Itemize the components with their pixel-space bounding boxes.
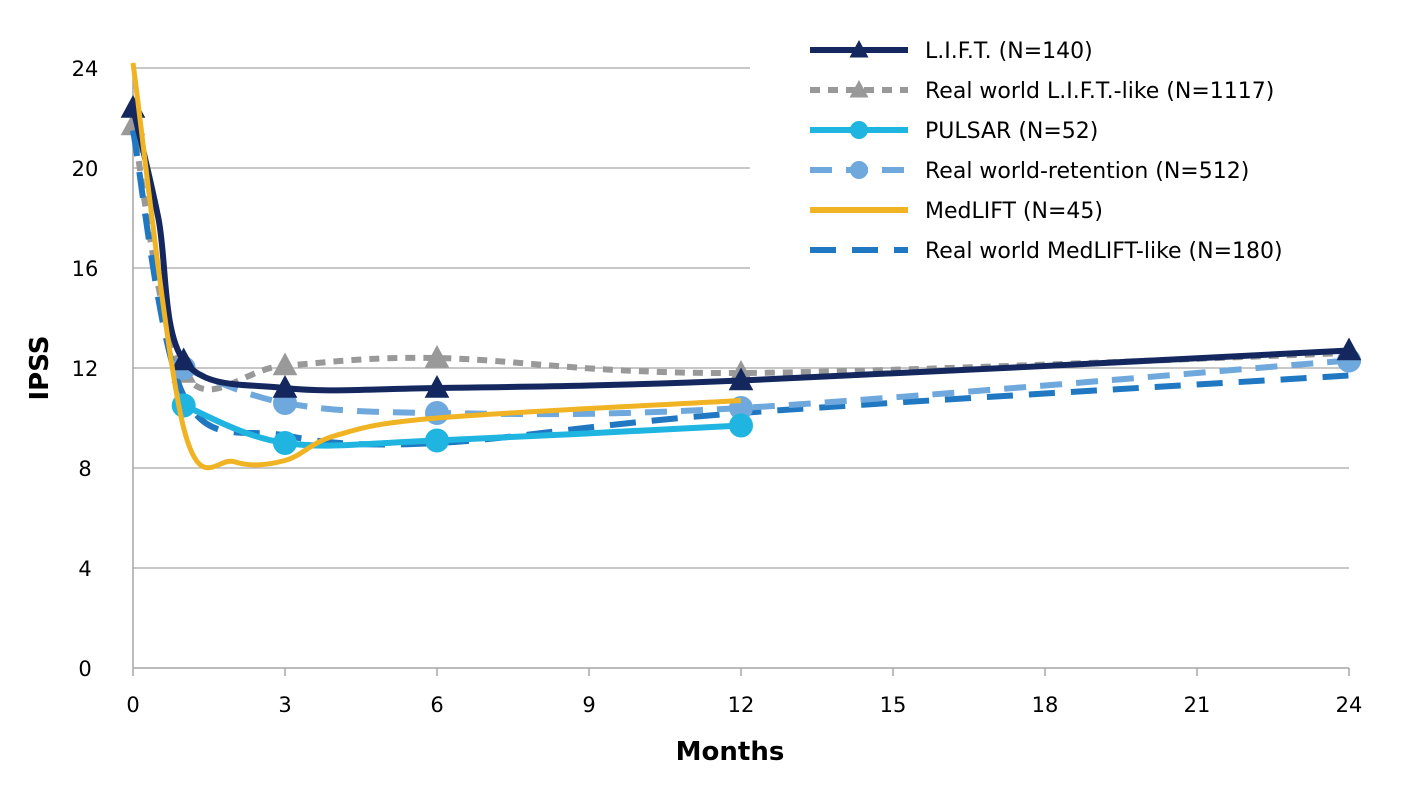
legend-label: MedLIFT (N=45) xyxy=(925,199,1103,224)
legend: L.I.F.T. (N=140) Real world L.I.F.T.-like… xyxy=(810,39,1283,264)
legend-item-5: Real world MedLIFT-like (N=180) xyxy=(810,239,1283,264)
data-point xyxy=(425,401,449,425)
series-line xyxy=(182,402,742,449)
x-tick-label: 0 xyxy=(126,693,139,717)
series-line xyxy=(130,107,1350,394)
data-point xyxy=(728,367,754,391)
data-point xyxy=(729,413,753,438)
data-point xyxy=(171,347,197,371)
y-axis-title: IPSS xyxy=(25,335,55,400)
data-point xyxy=(424,375,450,398)
x-tick-label: 18 xyxy=(1032,693,1059,717)
legend-label: Real world MedLIFT-like (N=180) xyxy=(925,239,1283,264)
data-point xyxy=(273,431,297,455)
y-tick-label: 12 xyxy=(72,357,99,381)
legend-marker xyxy=(850,121,868,139)
series-line xyxy=(130,62,742,471)
legend-item-3: Real world-retention (N=512) xyxy=(810,159,1249,184)
data-point xyxy=(272,375,298,398)
data-point xyxy=(272,352,298,376)
series-0 xyxy=(120,95,1362,398)
series-4 xyxy=(130,62,742,471)
legend-label: Real world L.I.F.T.-like (N=1117) xyxy=(925,79,1274,104)
legend-marker xyxy=(849,40,869,58)
data-point xyxy=(424,345,450,368)
legend-item-4: MedLIFT (N=45) xyxy=(810,199,1103,224)
legend-label: L.I.F.T. (N=140) xyxy=(925,39,1093,64)
x-tick-label: 6 xyxy=(430,693,443,717)
y-tick-label: 20 xyxy=(72,157,99,181)
x-tick-label: 3 xyxy=(278,693,291,717)
legend-marker xyxy=(849,80,869,98)
x-axis-title: Months xyxy=(676,737,785,767)
legend-label: Real world-retention (N=512) xyxy=(925,159,1249,184)
y-tick-label: 4 xyxy=(78,557,91,581)
y-tick-label: 0 xyxy=(78,657,91,681)
series-group xyxy=(120,62,1362,471)
legend-item-2: PULSAR (N=52) xyxy=(810,119,1098,144)
legend-label: PULSAR (N=52) xyxy=(925,119,1098,144)
gridlines xyxy=(133,67,1349,569)
x-tick-label: 12 xyxy=(728,693,755,717)
series-line xyxy=(182,357,1350,418)
legend-item-0: L.I.F.T. (N=140) xyxy=(810,39,1093,64)
x-tick-label: 21 xyxy=(1184,693,1211,717)
data-point xyxy=(1336,337,1362,361)
legend-marker xyxy=(850,161,868,179)
x-tick-label: 15 xyxy=(880,693,907,717)
y-tick-label: 24 xyxy=(72,57,99,81)
legend-item-1: Real world L.I.F.T.-like (N=1117) xyxy=(810,79,1274,104)
y-tick-label: 8 xyxy=(78,457,91,481)
data-point xyxy=(425,428,449,453)
y-tick-label: 16 xyxy=(72,257,99,281)
axes: 0 4 8 12 16 20 24 0 3 6 9 12 15 18 21 24 xyxy=(72,57,1363,717)
x-tick-label: 24 xyxy=(1336,693,1363,717)
series-5 xyxy=(130,129,1350,448)
x-tick-label: 9 xyxy=(582,693,595,717)
series-line xyxy=(130,129,1350,448)
